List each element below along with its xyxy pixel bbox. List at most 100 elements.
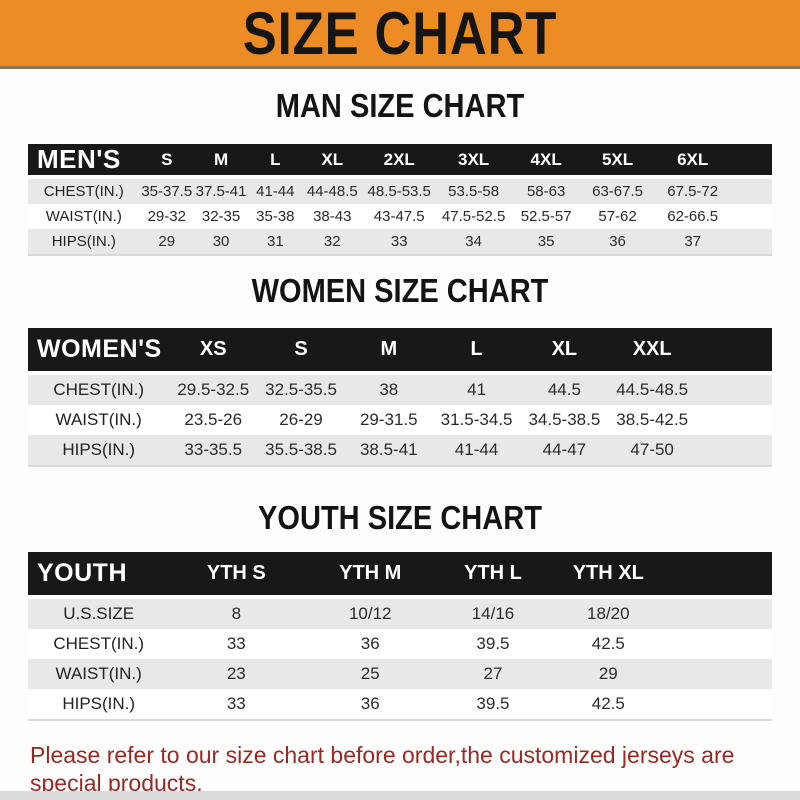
table-cell: 41-44 bbox=[432, 435, 521, 466]
table-cell: 47-50 bbox=[608, 435, 697, 466]
men-chest-row: CHEST(IN.) 35-37.5 37.5-41 41-44 44-48.5… bbox=[28, 177, 772, 204]
table-cell: 44-47 bbox=[520, 435, 609, 466]
table-cell: 37 bbox=[653, 229, 732, 255]
column-header-5xl: 5XL bbox=[581, 144, 654, 179]
table-cell: 42.5 bbox=[548, 689, 668, 720]
column-header-xxl: XXL bbox=[608, 328, 697, 375]
table-cell: 36 bbox=[303, 689, 438, 720]
table-cell: 29-31.5 bbox=[344, 405, 433, 435]
column-header-xs: XS bbox=[169, 328, 258, 375]
table-cell: 33 bbox=[169, 689, 304, 720]
table-cell: 35-38 bbox=[248, 204, 303, 229]
men-table-title: MEN'S bbox=[28, 144, 140, 179]
table-cell: 44.5-48.5 bbox=[608, 373, 697, 405]
table-cell: 35-37.5 bbox=[139, 177, 194, 204]
table-cell: 26-29 bbox=[257, 405, 345, 435]
header-filler bbox=[696, 328, 772, 375]
youth-hips-row: HIPS(IN.) 33 36 39.5 42.5 bbox=[28, 689, 772, 720]
column-header-4xl: 4XL bbox=[510, 144, 582, 179]
table-cell: 33 bbox=[169, 629, 304, 659]
men-waist-row: WAIST(IN.) 29-32 32-35 35-38 38-43 43-47… bbox=[28, 204, 772, 229]
column-header-m: M bbox=[344, 328, 433, 375]
table-cell: 63-67.5 bbox=[581, 177, 654, 204]
table-cell: 34 bbox=[436, 229, 511, 255]
filler-cell bbox=[731, 177, 772, 204]
table-cell: 44-48.5 bbox=[302, 177, 363, 204]
column-header-yth-xl: YTH XL bbox=[548, 552, 668, 599]
men-section-heading: MAN SIZE CHART bbox=[275, 87, 525, 124]
banner: SIZE CHART bbox=[0, 0, 800, 69]
table-cell: 33-35.5 bbox=[169, 435, 258, 466]
table-cell: 38 bbox=[344, 373, 433, 405]
table-cell: 29 bbox=[139, 229, 194, 255]
table-cell: 23.5-26 bbox=[169, 405, 258, 435]
filler-cell bbox=[667, 629, 772, 659]
row-label: CHEST(IN.) bbox=[28, 177, 140, 204]
table-cell: 30 bbox=[193, 229, 249, 255]
column-header-2xl: 2XL bbox=[362, 144, 437, 179]
table-cell: 29.5-32.5 bbox=[169, 373, 258, 405]
table-cell: 31 bbox=[248, 229, 303, 255]
table-cell: 37.5-41 bbox=[193, 177, 249, 204]
women-table-title: WOMEN'S bbox=[28, 328, 170, 375]
table-cell: 10/12 bbox=[303, 597, 438, 629]
youth-section-heading: YOUTH SIZE CHART bbox=[258, 499, 542, 536]
filler-cell bbox=[696, 435, 772, 466]
column-header-s: S bbox=[139, 144, 194, 179]
table-cell: 23 bbox=[169, 659, 304, 689]
column-header-m: M bbox=[193, 144, 249, 179]
filler-cell bbox=[731, 204, 772, 229]
table-cell: 8 bbox=[169, 597, 304, 629]
table-cell: 48.5-53.5 bbox=[362, 177, 437, 204]
youth-header-row: YOUTH YTH S YTH M YTH L YTH XL bbox=[28, 552, 772, 599]
men-size-table: MEN'S S M L XL 2XL 3XL 4XL 5XL 6XL CHEST… bbox=[28, 144, 772, 256]
column-header-l: L bbox=[248, 144, 303, 179]
column-header-6xl: 6XL bbox=[653, 144, 732, 179]
women-section-heading: WOMEN SIZE CHART bbox=[251, 272, 549, 309]
filler-cell bbox=[667, 659, 772, 689]
men-hips-row: HIPS(IN.) 29 30 31 32 33 34 35 36 37 bbox=[28, 229, 772, 255]
row-label: U.S.SIZE bbox=[28, 597, 170, 629]
table-cell: 41-44 bbox=[248, 177, 303, 204]
table-cell: 52.5-57 bbox=[510, 204, 582, 229]
table-cell: 42.5 bbox=[548, 629, 668, 659]
table-cell: 53.5-58 bbox=[436, 177, 511, 204]
table-cell: 32-35 bbox=[193, 204, 249, 229]
order-notice-line1: Please refer to our size chart before or… bbox=[30, 742, 735, 796]
youth-waist-row: WAIST(IN.) 23 25 27 29 bbox=[28, 659, 772, 689]
table-cell: 39.5 bbox=[437, 629, 549, 659]
row-label: CHEST(IN.) bbox=[28, 629, 170, 659]
column-header-yth-m: YTH M bbox=[303, 552, 438, 599]
women-header-row: WOMEN'S XS S M L XL XXL bbox=[28, 328, 772, 375]
table-cell: 38-43 bbox=[302, 204, 363, 229]
row-label: HIPS(IN.) bbox=[28, 229, 140, 255]
header-filler bbox=[731, 144, 772, 179]
row-label: CHEST(IN.) bbox=[28, 373, 170, 405]
table-cell: 18/20 bbox=[548, 597, 668, 629]
column-header-l: L bbox=[432, 328, 521, 375]
header-filler bbox=[667, 552, 772, 599]
table-cell: 67.5-72 bbox=[653, 177, 732, 204]
table-cell: 36 bbox=[303, 629, 438, 659]
table-cell: 27 bbox=[437, 659, 549, 689]
table-cell: 43-47.5 bbox=[362, 204, 437, 229]
filler-cell bbox=[696, 373, 772, 405]
row-label: WAIST(IN.) bbox=[28, 405, 170, 435]
table-cell: 47.5-52.5 bbox=[436, 204, 511, 229]
men-header-row: MEN'S S M L XL 2XL 3XL 4XL 5XL 6XL bbox=[28, 144, 772, 179]
table-cell: 33 bbox=[362, 229, 437, 255]
table-cell: 41 bbox=[432, 373, 521, 405]
table-cell: 38.5-42.5 bbox=[608, 405, 697, 435]
table-cell: 62-66.5 bbox=[653, 204, 732, 229]
youth-size-table: YOUTH YTH S YTH M YTH L YTH XL U.S.SIZE … bbox=[28, 552, 772, 721]
table-cell: 29 bbox=[548, 659, 668, 689]
filler-cell bbox=[731, 229, 772, 255]
column-header-xl: XL bbox=[520, 328, 609, 375]
row-label: WAIST(IN.) bbox=[28, 204, 140, 229]
table-cell: 14/16 bbox=[437, 597, 549, 629]
bottom-edge-strip bbox=[0, 791, 800, 800]
table-cell: 25 bbox=[303, 659, 438, 689]
table-cell: 44.5 bbox=[520, 373, 609, 405]
table-cell: 35 bbox=[510, 229, 582, 255]
